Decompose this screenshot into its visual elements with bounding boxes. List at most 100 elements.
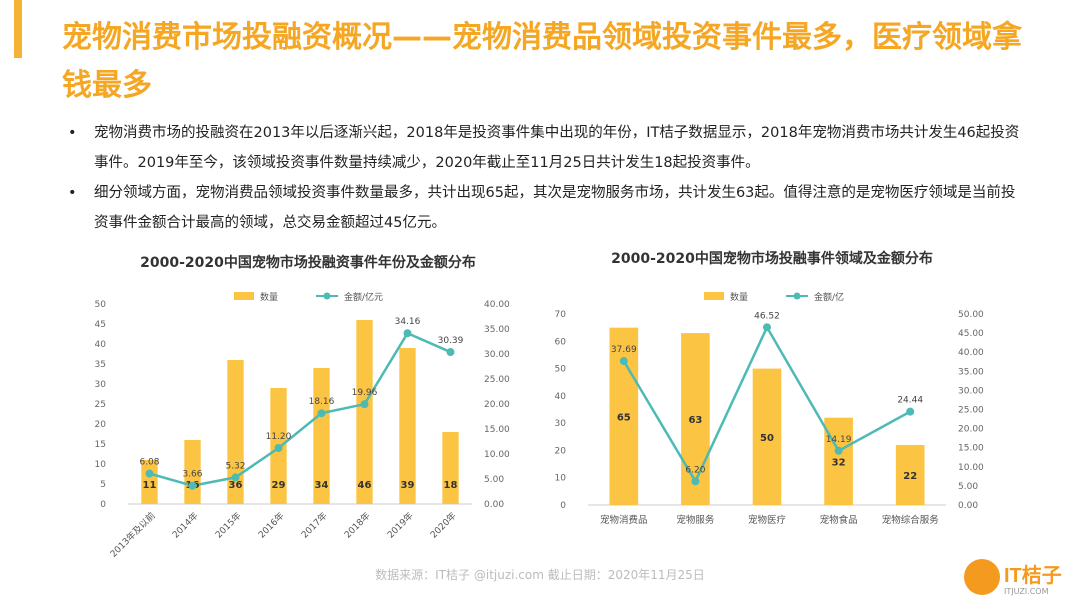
bullet-text: 细分领域方面，宠物消费品领域投资事件数量最多，共计出现65起，其次是宠物服务市场… bbox=[94, 185, 1016, 231]
y-tick-label: 25 bbox=[95, 400, 106, 410]
y2-tick-label: 5.00 bbox=[958, 482, 978, 492]
y2-tick-label: 15.00 bbox=[958, 444, 984, 454]
x-tick-label: 2016年 bbox=[256, 510, 287, 541]
bullet-item: • 细分领域方面，宠物消费品领域投资事件数量最多，共计出现65起，其次是宠物服务… bbox=[64, 178, 1024, 238]
line-point bbox=[763, 323, 771, 332]
y2-tick-label: 30.00 bbox=[484, 350, 510, 360]
y-tick-label: 40 bbox=[555, 392, 567, 402]
series-line bbox=[149, 331, 452, 487]
line-value-label: 34.16 bbox=[395, 317, 421, 327]
legend-marker bbox=[793, 292, 801, 300]
chart2-title: 2000-2020中国宠物市场投融事件领域及金额分布 bbox=[611, 251, 933, 267]
y2-tick-label: 10.00 bbox=[484, 450, 510, 460]
x-tick-label: 2013年及以前 bbox=[107, 510, 157, 560]
bar bbox=[227, 360, 244, 504]
bullet-text: 宠物消费市场的投融资在2013年以后逐渐兴起，2018年是投资事件集中出现的年份… bbox=[94, 125, 1020, 171]
y-tick-label: 5 bbox=[100, 480, 106, 490]
bar bbox=[141, 460, 158, 504]
bar-value-label: 65 bbox=[617, 412, 631, 423]
x-tick-label: 2018年 bbox=[342, 510, 373, 541]
y-tick-label: 50 bbox=[555, 365, 567, 375]
line-value-label: 30.39 bbox=[438, 336, 464, 346]
line-value-label: 37.69 bbox=[611, 345, 637, 355]
y-tick-label: 0 bbox=[100, 500, 106, 510]
y2-tick-label: 10.00 bbox=[958, 463, 984, 473]
field-chart: 0 10 20 30 40 50 60 70 0.00 5.00 10.00 15.00 20.00 25… bbox=[555, 291, 984, 526]
y-tick-label: 45 bbox=[95, 320, 106, 330]
bar-value-label: 63 bbox=[688, 415, 702, 426]
line-point bbox=[834, 446, 843, 455]
y2-tick-label: 40.00 bbox=[484, 300, 510, 310]
y2-tick-label: 45.00 bbox=[958, 329, 984, 339]
x-tick-label: 宠物服务 bbox=[676, 514, 715, 526]
line-value-label: 19.96 bbox=[352, 388, 378, 398]
y2-tick-label: 35.00 bbox=[484, 325, 510, 335]
x-tick-label: 2015年 bbox=[213, 510, 244, 541]
itjuzi-logo: IT桔子 ITJUZI.COM bbox=[964, 555, 1074, 603]
y2-tick-label: 30.00 bbox=[958, 386, 984, 396]
bar-value-label: 11 bbox=[143, 480, 157, 491]
y2-tick-label: 35.00 bbox=[958, 367, 984, 377]
line-point bbox=[274, 444, 283, 452]
x-tick-label: 宠物医疗 bbox=[748, 514, 787, 526]
bullet-item: • 宠物消费市场的投融资在2013年以后逐渐兴起，2018年是投资事件集中出现的… bbox=[64, 118, 1024, 178]
line-point bbox=[691, 477, 700, 486]
line-point bbox=[231, 473, 240, 482]
line-value-label: 14.19 bbox=[826, 435, 852, 445]
y-tick-label: 20 bbox=[555, 446, 567, 456]
line-value-label: 5.32 bbox=[225, 461, 245, 471]
y-tick-label: 40 bbox=[95, 340, 107, 350]
bar bbox=[681, 333, 710, 505]
bullet-list: • 宠物消费市场的投融资在2013年以后逐渐兴起，2018年是投资事件集中出现的… bbox=[64, 118, 1024, 238]
x-tick-label: 宠物消费品 bbox=[600, 514, 648, 526]
y-tick-label: 20 bbox=[95, 420, 107, 430]
legend-label: 金额/亿 bbox=[814, 291, 844, 303]
x-tick-label: 2014年 bbox=[170, 510, 201, 541]
y-tick-label: 30 bbox=[555, 419, 567, 429]
y2-tick-label: 50.00 bbox=[958, 310, 984, 320]
bar bbox=[356, 320, 373, 504]
line-point bbox=[906, 407, 915, 416]
line-value-label: 6.20 bbox=[685, 465, 705, 475]
y2-tick-label: 5.00 bbox=[484, 475, 504, 485]
title-accent-bar bbox=[14, 0, 22, 58]
x-tick-label: 宠物综合服务 bbox=[882, 514, 940, 526]
bar-value-label: 39 bbox=[401, 480, 415, 491]
orange-logo-icon bbox=[964, 559, 1000, 595]
y-tick-label: 10 bbox=[555, 474, 567, 484]
legend-label: 数量 bbox=[730, 291, 748, 303]
line-point bbox=[446, 348, 455, 357]
year-chart: 0 5 10 15 20 25 30 35 40 45 50 0.00 5.00 10.00 15.00 20… bbox=[95, 291, 510, 560]
line-point bbox=[317, 409, 326, 418]
y2-tick-label: 25.00 bbox=[958, 406, 984, 416]
bar bbox=[752, 368, 782, 505]
bar-value-label: 22 bbox=[903, 471, 917, 482]
slide-title: 宠物消费市场投融资概况——宠物消费品领域投资事件最多，医疗领域拿钱最多 bbox=[62, 20, 1022, 103]
line-point bbox=[360, 400, 369, 409]
y2-tick-label: 25.00 bbox=[484, 375, 510, 385]
y2-tick-label: 20.00 bbox=[958, 425, 984, 435]
bar bbox=[313, 368, 330, 504]
legend-marker bbox=[323, 292, 331, 300]
y-tick-label: 30 bbox=[95, 380, 107, 390]
legend-label: 数量 bbox=[260, 291, 278, 303]
bar-value-label: 18 bbox=[444, 480, 458, 491]
x-tick-label: 2020年 bbox=[428, 510, 459, 541]
y-tick-label: 0 bbox=[560, 501, 566, 511]
bar-value-label: 32 bbox=[832, 457, 846, 468]
x-tick-label: 2019年 bbox=[385, 510, 416, 541]
legend-label: 金额/亿元 bbox=[344, 291, 383, 303]
logo-url: ITJUZI.COM bbox=[1004, 587, 1049, 596]
y-tick-label: 10 bbox=[95, 460, 107, 470]
bar bbox=[442, 432, 459, 504]
line-value-label: 3.66 bbox=[182, 470, 202, 480]
line-point bbox=[188, 481, 197, 490]
legend-swatch-bar bbox=[704, 292, 724, 300]
bar-value-label: 34 bbox=[315, 480, 329, 491]
x-tick-label: 2017年 bbox=[299, 510, 330, 541]
y-tick-label: 15 bbox=[95, 440, 106, 450]
bar bbox=[895, 444, 925, 505]
bar-value-label: 50 bbox=[760, 433, 774, 444]
source-note: 数据来源：IT桔子 @itjuzi.com 截止日期：2020年11月25日 bbox=[375, 568, 705, 582]
y-tick-label: 35 bbox=[95, 360, 106, 370]
